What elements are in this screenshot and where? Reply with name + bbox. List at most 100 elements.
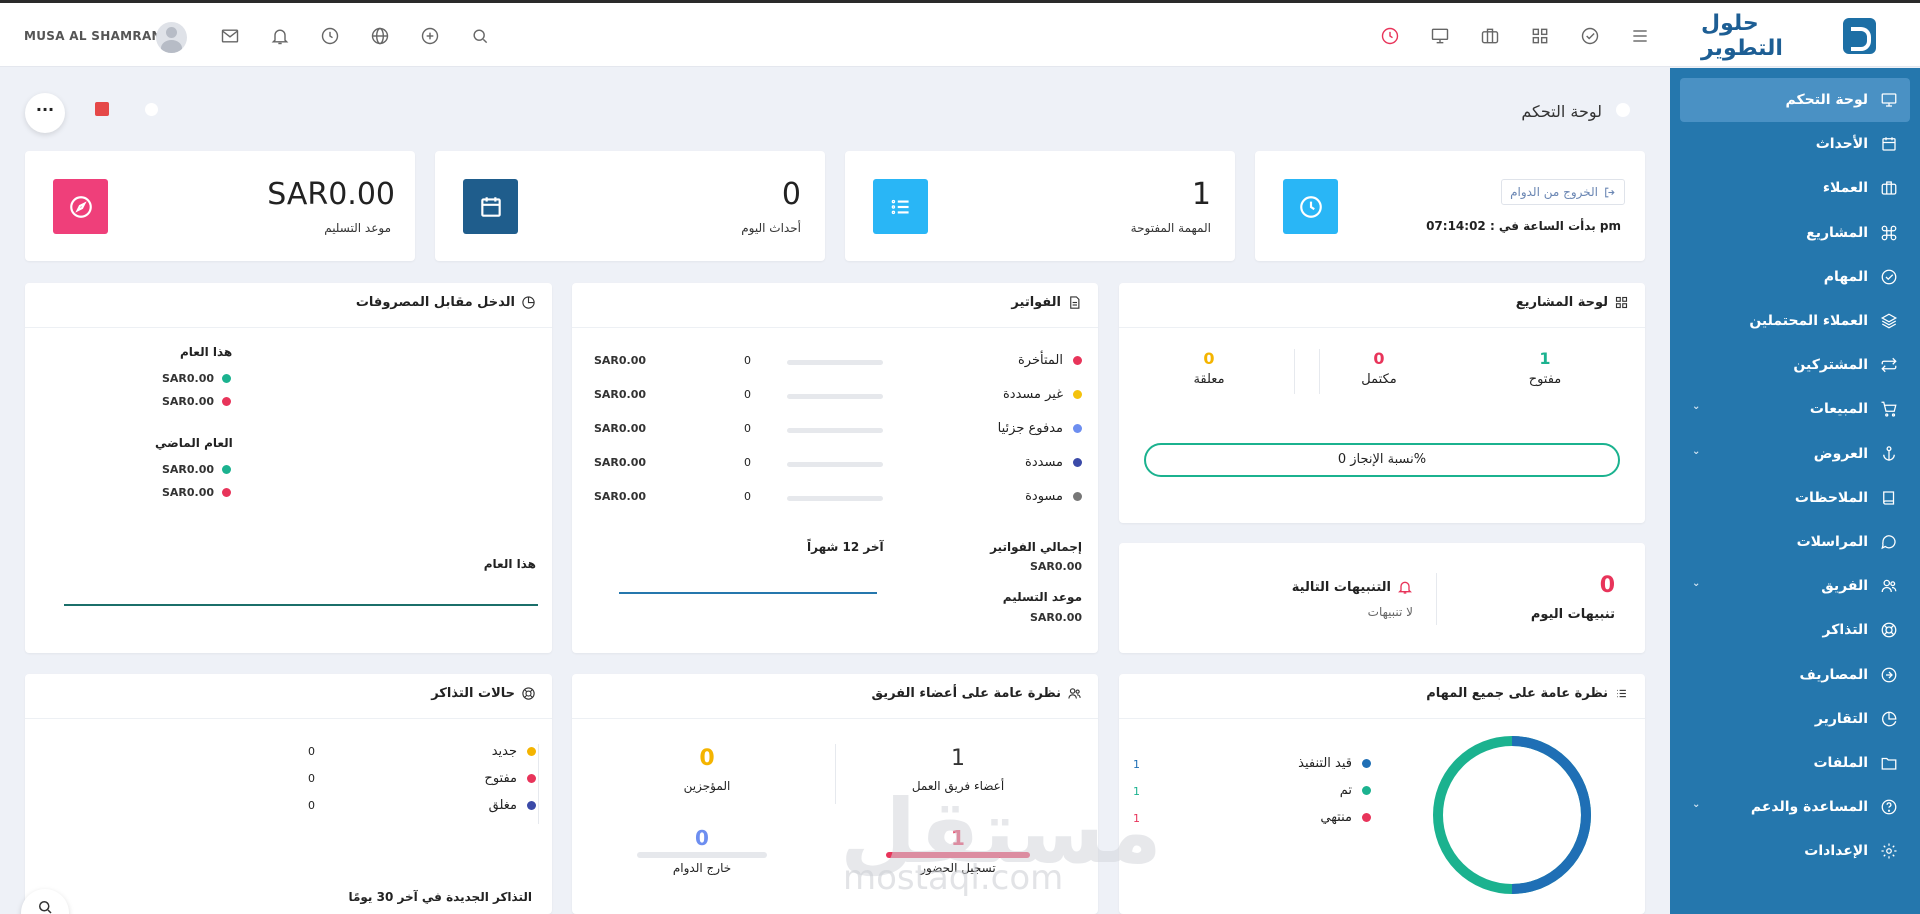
sidebar-item-5[interactable]: المهام <box>1670 255 1920 299</box>
chevron-down-icon[interactable]: ⌄ <box>1692 578 1701 590</box>
team-clocked-in-bar <box>886 852 1030 858</box>
sidebar-item-2[interactable]: الأحداث <box>1670 122 1920 166</box>
monitor-icon[interactable] <box>1428 24 1452 48</box>
sidebar-item-8[interactable]: المبيعات ⌄ <box>1670 387 1920 431</box>
briefcase-icon[interactable] <box>1478 24 1502 48</box>
income-title-text: الدخل مقابل المصروفات <box>355 295 515 310</box>
sidebar-item-13[interactable]: التذاكر <box>1670 608 1920 652</box>
divider <box>1436 573 1437 625</box>
team-clocked-out[interactable]: 0 خارج الدوام <box>637 826 767 875</box>
globe-icon[interactable] <box>368 24 392 48</box>
invoice-count: 0 <box>744 422 751 435</box>
events-today-card[interactable]: 0 أحداث اليوم <box>435 151 825 261</box>
invoice-status-row[interactable]: مسودة <box>1025 489 1082 504</box>
team-members-label: أعضاء فريق العمل <box>911 779 1005 793</box>
sidebar-item-11[interactable]: المراسلات <box>1670 520 1920 564</box>
menu-icon[interactable] <box>1628 24 1652 48</box>
plus-circle-icon[interactable] <box>418 24 442 48</box>
sidebar-item-label: الفريق <box>1821 578 1868 595</box>
ticket-status-label: مغلق <box>488 798 517 813</box>
due-value: SAR0.00 <box>267 177 395 212</box>
sidebar-item-17[interactable]: المساعدة والدعم ⌄ <box>1670 785 1920 829</box>
anchor-icon <box>1880 445 1898 463</box>
brand-logo[interactable]: حلول التطوير <box>1701 11 1876 61</box>
divider <box>572 718 1098 719</box>
check-circle-icon[interactable] <box>1578 24 1602 48</box>
invoice-status-label: مسودة <box>1025 489 1063 504</box>
donut-segment-in-progress <box>1511 736 1591 894</box>
sidebar-item-1[interactable]: لوحة التحكم <box>1670 78 1920 122</box>
legend-dot <box>1073 458 1082 467</box>
team-on-leave[interactable]: 0 المؤجزين <box>637 746 777 793</box>
team-clocked-in-value: 1 <box>951 826 965 850</box>
chevron-down-icon[interactable]: ⌄ <box>1692 799 1701 811</box>
record-indicator[interactable] <box>95 102 109 116</box>
sidebar-item-4[interactable]: المشاريع <box>1670 211 1920 255</box>
projects-completed[interactable]: 0 مكتمل <box>1339 349 1419 387</box>
chevron-down-icon[interactable]: ⌄ <box>1692 445 1701 457</box>
ticket-count: 0 <box>308 799 315 812</box>
divider <box>1119 327 1645 328</box>
sidebar-item-7[interactable]: المشتركين <box>1670 343 1920 387</box>
team-clocked-out-label: خارج الدوام <box>672 861 732 875</box>
invoice-status-row[interactable]: غير مسددة <box>1003 387 1082 402</box>
ticket-status-row[interactable]: جديد <box>492 744 536 759</box>
floating-search-button[interactable] <box>21 889 69 914</box>
open-tasks-card[interactable]: 1 المهمة المفتوحة <box>845 151 1235 261</box>
clock-out-button[interactable]: الخروج من الدوام <box>1501 179 1625 205</box>
top-bar: حلول التطوير MUSA AL SHAMRANI <box>0 3 1920 67</box>
tickets-title: حالات التذاكر <box>431 686 536 701</box>
avatar[interactable] <box>156 22 187 53</box>
user-name[interactable]: MUSA AL SHAMRANI <box>24 29 167 43</box>
team-on-leave-label: المؤجزين <box>683 779 731 793</box>
file-icon <box>1070 296 1080 309</box>
projects-open[interactable]: 1 مفتوح <box>1515 349 1575 387</box>
invoice-status-label: مدفوع جزئيا <box>997 421 1063 436</box>
ticket-status-row[interactable]: مغلق <box>489 798 536 813</box>
projects-hold-value: 0 <box>1203 349 1215 368</box>
sidebar-item-9[interactable]: العروض ⌄ <box>1670 432 1920 476</box>
invoice-status-row[interactable]: مدفوع جزئيا <box>998 421 1082 436</box>
ticket-status-row[interactable]: مفتوح <box>484 771 536 786</box>
legend-dot <box>222 397 232 406</box>
sidebar-item-label: التذاكر <box>1822 622 1868 639</box>
bell-icon <box>1398 581 1412 594</box>
sidebar-item-15[interactable]: التقارير <box>1670 697 1920 741</box>
projects-hold[interactable]: 0 معلقة <box>1174 349 1244 387</box>
grid-icon[interactable] <box>1528 24 1552 48</box>
invoice-status-row[interactable]: المتأخرة <box>1018 353 1082 368</box>
bell-icon[interactable] <box>268 24 292 48</box>
sidebar-item-12[interactable]: الفريق ⌄ <box>1670 564 1920 608</box>
sidebar-item-14[interactable]: المصاريف <box>1670 653 1920 697</box>
sidebar-item-18[interactable]: الإعدادات <box>1670 829 1920 873</box>
sidebar-item-6[interactable]: العملاء المحتملين <box>1670 299 1920 343</box>
sidebar-item-label: المساعدة والدعم <box>1750 799 1868 816</box>
divider <box>538 744 539 824</box>
clock-icon[interactable] <box>318 24 342 48</box>
search-icon[interactable] <box>468 24 492 48</box>
projects-progress-bar: نسبة الإنجاز 0% <box>1144 443 1620 477</box>
chevron-down-icon[interactable]: ⌄ <box>1692 401 1701 413</box>
sidebar-item-label: المشتركين <box>1793 357 1868 374</box>
invoices-card: الفواتير المتأخرة 0 SAR0.00 غير مسددة 0 … <box>572 283 1098 653</box>
team-clocked-in[interactable]: 1 تسجيل الحضور <box>878 826 1038 875</box>
invoices-title: الفواتير <box>1011 295 1082 310</box>
mail-icon[interactable] <box>218 24 242 48</box>
team-members[interactable]: 1 أعضاء فريق العمل <box>878 746 1038 793</box>
projects-open-value: 1 <box>1539 349 1551 368</box>
events-today-label: أحداث اليوم <box>741 221 801 235</box>
sidebar-item-10[interactable]: الملاحظات <box>1670 476 1920 520</box>
sidebar-item-3[interactable]: العملاء <box>1670 166 1920 210</box>
more-options-button[interactable]: ··· <box>25 93 65 133</box>
invoice-status-row[interactable]: مسددة <box>1025 455 1082 470</box>
due-card[interactable]: SAR0.00 موعد التسليم <box>25 151 415 261</box>
task-status-row[interactable]: منتهي <box>1320 810 1371 825</box>
task-status-row[interactable]: تم <box>1340 783 1371 798</box>
invoice-progress-bar <box>787 360 883 365</box>
projects-hold-label: معلقة <box>1193 372 1225 387</box>
task-status-row[interactable]: قيد التنفيذ <box>1298 756 1371 771</box>
sidebar-item-label: المشاريع <box>1806 224 1868 241</box>
sidebar-item-16[interactable]: الملفات <box>1670 741 1920 785</box>
reminders-next-title-text: التنبيهات التالية <box>1291 579 1391 595</box>
timer-icon[interactable] <box>1378 24 1402 48</box>
